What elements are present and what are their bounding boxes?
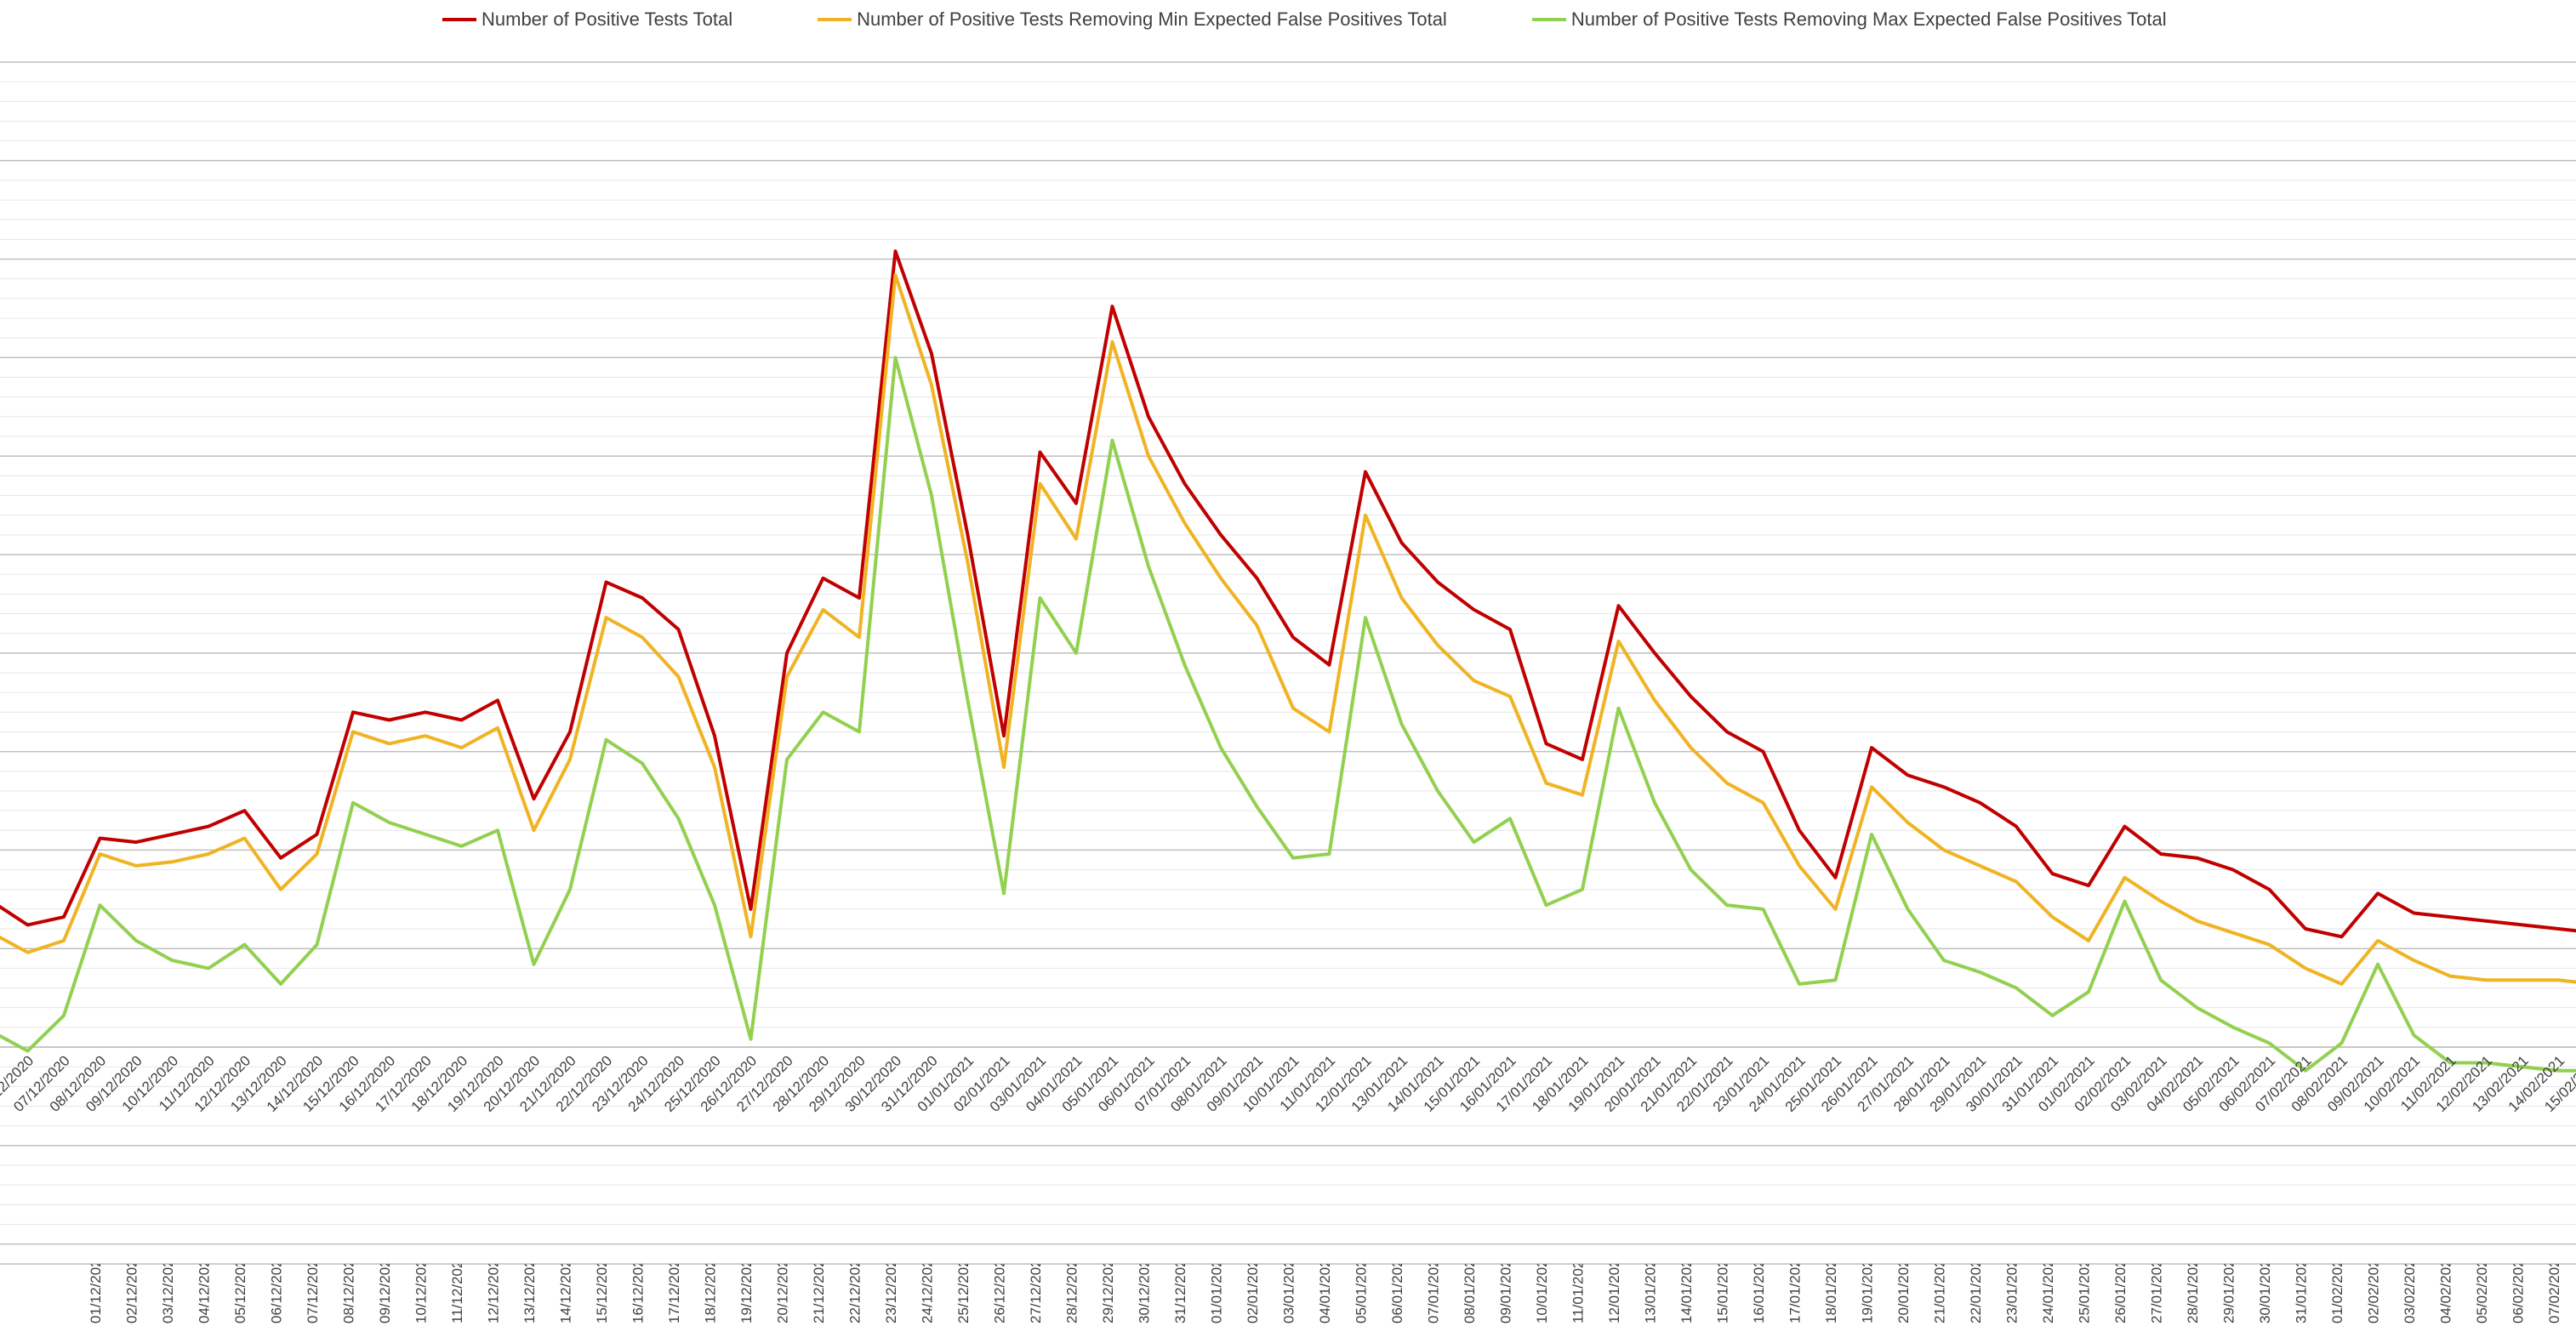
x-tick-label-lower: 13/01/2021	[1643, 1251, 1659, 1323]
x-tick-label-lower: 17/01/2021	[1787, 1251, 1804, 1323]
x-tick-label-lower: 10/01/2021	[1534, 1251, 1550, 1323]
x-tick-label-lower: 25/01/2021	[2077, 1251, 2093, 1323]
series-line-1	[0, 273, 2576, 986]
x-tick-label-lower: 01/02/2021	[2329, 1251, 2345, 1323]
x-tick-label-lower: 22/12/2020	[847, 1251, 863, 1323]
x-tick-label-lower: 11/12/2020	[449, 1252, 465, 1323]
legend-label-max: Number of Positive Tests Removing Max Ex…	[1570, 9, 2167, 30]
x-tick-label-lower: 02/02/2021	[2366, 1251, 2382, 1323]
legend-label-total: Number of Positive Tests Total	[482, 9, 733, 30]
x-tick-label-lower: 10/12/2020	[413, 1251, 430, 1323]
x-tick-label-lower: 01/01/2021	[1209, 1251, 1225, 1323]
legend-swatch-max	[1531, 18, 1566, 21]
x-tick-label-lower: 27/01/2021	[2149, 1251, 2165, 1323]
legend: Number of Positive Tests Total Number of…	[442, 9, 2167, 31]
x-tick-label-lower: 06/01/2021	[1389, 1251, 1405, 1323]
x-tick-label-lower: 18/12/2020	[703, 1251, 719, 1323]
x-tick-label-lower: 07/12/2020	[305, 1251, 321, 1323]
x-tick-label-lower: 15/01/2021	[1715, 1251, 1731, 1323]
x-tick-labels: 05/12/202006/12/202007/12/202008/12/2020…	[0, 1052, 2576, 1115]
x-tick-label-lower: 31/12/2020	[1172, 1251, 1188, 1323]
x-tick-label-lower: 08/12/2020	[341, 1251, 357, 1323]
x-tick-label-lower: 17/12/2020	[666, 1251, 682, 1323]
x-tick-label-lower: 23/12/2020	[883, 1251, 899, 1323]
x-tick-label-lower: 20/12/2020	[775, 1251, 791, 1323]
x-tick-label-lower: 04/01/2021	[1317, 1251, 1333, 1323]
legend-swatch-total	[442, 18, 476, 21]
x-tick-label-lower: 04/02/2021	[2438, 1251, 2454, 1323]
x-tick-label-lower: 04/12/2020	[197, 1251, 213, 1323]
x-tick-label-lower: 02/01/2021	[1245, 1251, 1261, 1323]
x-tick-labels-lower: 01/12/2020 02/12/2020 03/12/2020 04/12/2020…	[88, 1251, 2562, 1323]
x-tick-label-lower: 06/02/2021	[2510, 1251, 2527, 1323]
legend-item-max: Number of Positive Tests Removing Max Ex…	[1531, 9, 2167, 31]
x-tick-label-lower: 13/12/2020	[521, 1251, 538, 1323]
x-tick-label-lower: 05/12/2020	[232, 1251, 248, 1323]
series-line-2	[0, 356, 2576, 1073]
x-tick-label-lower: 07/02/2021	[2546, 1251, 2562, 1323]
x-tick-label-lower: 16/12/2020	[630, 1251, 647, 1323]
x-tick-label-lower: 05/02/2021	[2474, 1251, 2490, 1323]
x-tick-label-lower: 22/01/2021	[1968, 1251, 1984, 1323]
legend-item-min: Number of Positive Tests Removing Min Ex…	[818, 9, 1447, 31]
x-tick-label-lower: 24/12/2020	[920, 1251, 936, 1323]
x-tick-label-lower: 01/12/2020	[88, 1251, 104, 1323]
x-tick-label-lower: 09/12/2020	[377, 1251, 393, 1323]
x-tick-label-lower: 30/01/2021	[2257, 1251, 2273, 1323]
x-tick-label-lower: 05/01/2021	[1354, 1251, 1370, 1323]
legend-swatch-min	[818, 18, 852, 21]
x-tick-label-lower: 29/01/2021	[2221, 1251, 2237, 1323]
x-tick-label-lower: 27/12/2020	[1028, 1251, 1044, 1323]
x-tick-label-lower: 06/12/2020	[269, 1251, 285, 1323]
x-tick-label-lower: 14/12/2020	[558, 1251, 574, 1323]
x-tick-label-lower: 24/01/2021	[2040, 1251, 2056, 1323]
x-tick-label-lower: 23/01/2021	[2004, 1251, 2020, 1323]
x-tick-label-lower: 28/12/2020	[1064, 1251, 1080, 1323]
legend-item-total: Number of Positive Tests Total	[442, 9, 732, 31]
x-tick-label-lower: 19/12/2020	[738, 1251, 755, 1323]
x-tick-label-lower: 21/01/2021	[1932, 1251, 1948, 1323]
x-tick-label-lower: 03/02/2021	[2402, 1251, 2418, 1323]
x-tick-label-lower: 26/01/2021	[2112, 1251, 2129, 1323]
x-tick-label-lower: 12/12/2020	[486, 1251, 502, 1323]
x-tick-label-lower: 14/01/2021	[1678, 1251, 1695, 1323]
x-tick-label-lower: 03/01/2021	[1281, 1251, 1297, 1323]
x-tick-label-lower: 09/01/2021	[1498, 1251, 1514, 1323]
x-tick-label-lower: 29/12/2020	[1100, 1251, 1116, 1323]
x-tick-label-lower: 31/01/2021	[2294, 1251, 2310, 1323]
legend-label-min: Number of Positive Tests Removing Min Ex…	[857, 9, 1447, 30]
x-tick-label-lower: 19/01/2021	[1860, 1251, 1876, 1323]
x-tick-label-lower: 15/12/2020	[594, 1251, 610, 1323]
x-tick-label-lower: 02/12/2020	[124, 1251, 140, 1323]
x-tick-label-lower: 25/12/2020	[955, 1251, 972, 1323]
x-tick-label-lower: 20/01/2021	[1895, 1251, 1912, 1323]
x-tick-label-lower: 30/12/2020	[1137, 1251, 1153, 1323]
series-line-0	[0, 249, 2576, 939]
x-tick-label-lower: 26/12/2020	[992, 1251, 1008, 1323]
x-tick-label-lower: 21/12/2020	[811, 1251, 827, 1323]
x-tick-label-lower: 08/01/2021	[1462, 1251, 1478, 1323]
x-tick-label-lower: 12/01/2021	[1606, 1251, 1622, 1323]
x-tick-label-lower: 11/01/2021	[1570, 1252, 1587, 1323]
x-tick-label-lower: 16/01/2021	[1751, 1251, 1767, 1323]
x-tick-label-lower: 07/01/2021	[1426, 1251, 1442, 1323]
x-tick-label-lower: 18/01/2021	[1823, 1251, 1839, 1323]
x-tick-label-lower: 03/12/2020	[160, 1251, 176, 1323]
x-tick-label-lower: 28/01/2021	[2185, 1251, 2201, 1323]
